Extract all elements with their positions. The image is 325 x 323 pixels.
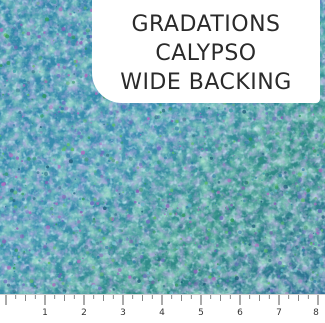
ruler-number-1: 1 [42,308,48,318]
inch-ruler: 1 2 3 4 5 6 7 8 [0,294,325,323]
ruler-number-8: 8 [313,308,319,318]
ruler-number-6: 6 [237,308,243,318]
product-title-card: GRADATIONS CALYPSO WIDE BACKING [92,0,320,103]
ruler-number-7: 7 [276,308,282,318]
product-title-line-1: GRADATIONS [131,12,281,37]
ruler-number-5: 5 [198,308,204,318]
ruler-ticks [5,295,319,305]
product-title-line-3: WIDE BACKING [120,70,292,95]
product-title-line-2: CALYPSO [155,41,257,66]
ruler-number-3: 3 [120,308,126,318]
ruler-number-4: 4 [159,308,165,318]
ruler-number-2: 2 [81,308,87,318]
